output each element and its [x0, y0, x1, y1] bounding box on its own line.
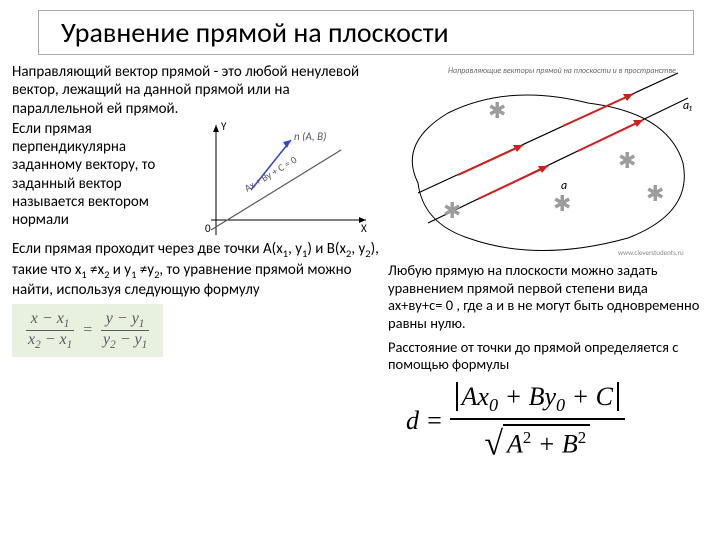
axis-x-label: X	[361, 222, 367, 235]
title-box: Уравнение прямой на плоскости	[38, 10, 694, 55]
two-points-text: Если прямая проходит через две точки А(х…	[12, 240, 382, 300]
plane-line-equation-text: Любую прямую на плоскости можно задать у…	[388, 262, 700, 333]
axis-y-label: Y	[221, 120, 227, 133]
asterisk-icon: ✱	[646, 180, 664, 207]
distance-formula: d = Ax0 + By0 + C √A2 + B2	[388, 380, 700, 466]
space-direction-diagram: Направляющие векторы прямой на плоскости…	[388, 63, 700, 258]
two-point-formula: x − x1x2 − x1 = y − y1y2 − y1	[12, 304, 163, 357]
vector-n-label: n (A, B)	[294, 130, 326, 143]
normal-vector-text: Если прямая перпендикулярна заданному ве…	[12, 120, 187, 238]
line-equation-label: Ax + By + C = 0	[242, 153, 299, 194]
normal-vector-diagram: n (A, B) Ax + By + C = 0 Y X 0	[191, 120, 371, 240]
direction-vector-text: Направляющий вектор прямой - это любой н…	[12, 63, 382, 118]
left-column: Направляющий вектор прямой - это любой н…	[12, 63, 382, 466]
line-a-label: a	[561, 179, 567, 193]
diagram-caption: Направляющие векторы прямой на плоскости…	[448, 66, 676, 76]
page-title: Уравнение прямой на плоскости	[61, 15, 671, 50]
origin-label: 0	[205, 222, 211, 235]
asterisk-icon: ✱	[443, 197, 461, 224]
right-column: Направляющие векторы прямой на плоскости…	[388, 63, 700, 466]
distance-text: Расстояние от точки до прямой определяет…	[388, 339, 700, 374]
asterisk-icon: ✱	[488, 97, 506, 124]
asterisk-icon: ✱	[618, 147, 636, 174]
asterisk-icon: ✱	[553, 190, 571, 217]
credit-label: www.cleverstudents.ru	[618, 248, 684, 257]
line-a1-label: a₁	[683, 99, 692, 113]
